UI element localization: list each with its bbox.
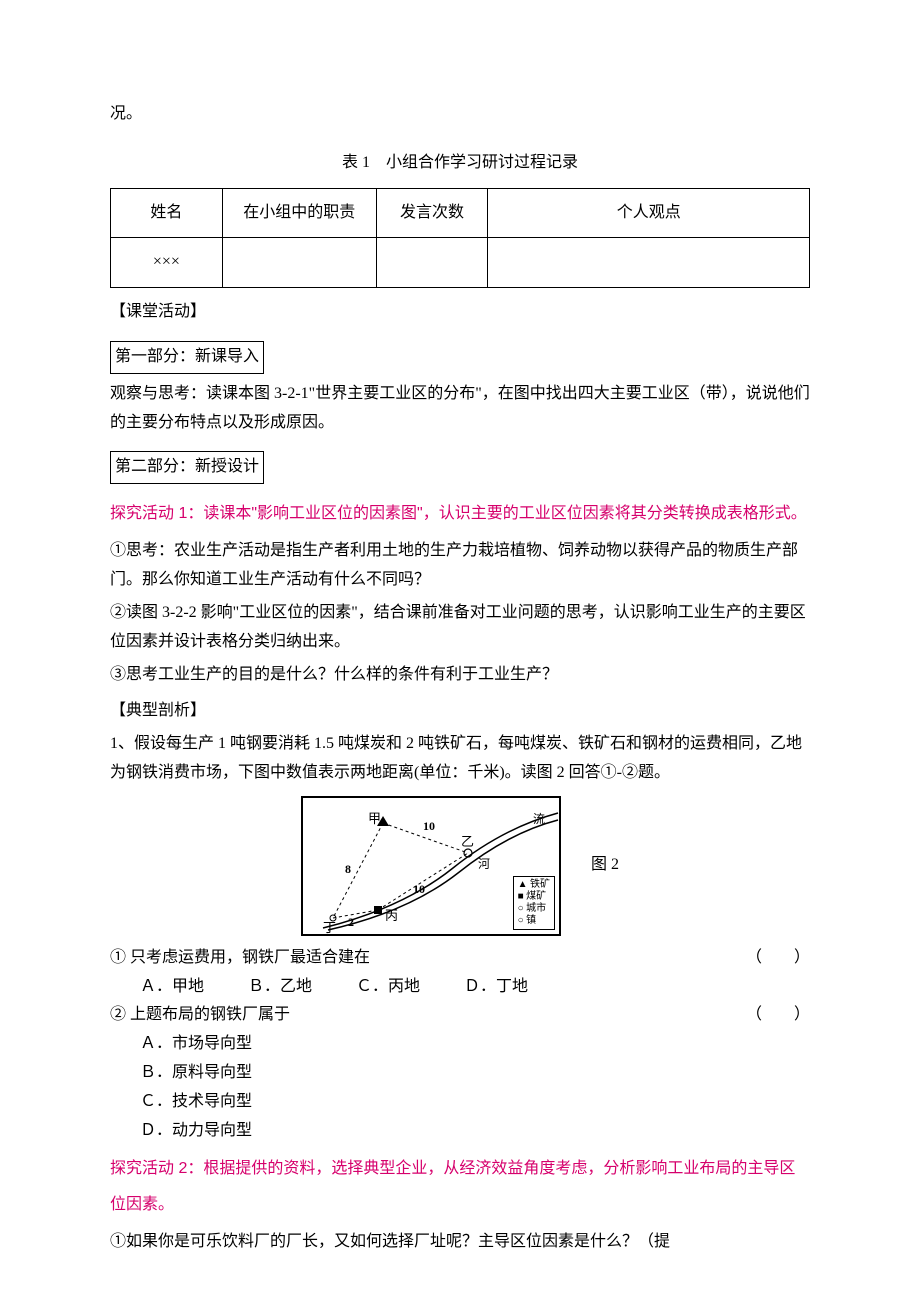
activity1-item1: ①思考：农业生产活动是指生产者利用土地的生产力栽培植物、饲养动物以获得产品的物质… — [110, 537, 810, 595]
table1-caption: 表 1 小组合作学习研讨过程记录 — [110, 149, 810, 178]
activity2-heading: 探究活动 2：根据提供的资料，选择典型企业，从经济效益角度考虑，分析影响工业布局… — [110, 1151, 810, 1221]
q1-sub1-paren: （ ） — [746, 944, 810, 973]
option-d: Ｄ．动力导向型 — [140, 1117, 462, 1146]
q1-sub1-line: ① 只考虑运费用，钢铁厂最适合建在 （ ） — [110, 944, 810, 973]
classroom-activity-heading: 【课堂活动】 — [110, 298, 810, 327]
group-record-table: 姓名 在小组中的职责 发言次数 个人观点 ××× — [110, 188, 810, 289]
q1-sub2-options-row1: Ａ．市场导向型 Ｂ．原料导向型 — [110, 1030, 810, 1088]
analysis-heading: 【典型剖析】 — [110, 697, 810, 726]
q1-sub2-paren: （ ） — [746, 1001, 810, 1030]
node-ding-label: 丁 — [323, 920, 336, 935]
q1-sub2-line: ② 上题布局的钢铁厂属于 （ ） — [110, 1001, 810, 1030]
edge-jia-ding: 8 — [345, 862, 351, 876]
table-header: 个人观点 — [488, 188, 810, 238]
table-cell — [376, 238, 488, 288]
q1-sub1-options: Ａ．甲地 Ｂ．乙地 Ｃ．丙地 Ｄ．丁地 — [110, 973, 810, 1002]
option-a: Ａ．市场导向型 — [140, 1030, 462, 1059]
option-a: Ａ．甲地 — [140, 973, 204, 1002]
legend-town: ○ 镇 — [518, 915, 550, 927]
legend-city: ○ 城市 — [518, 903, 550, 915]
part1-text: 观察与思考：读课本图 3-2-1"世界主要工业区的分布"，在图中找出四大主要工业… — [110, 380, 810, 438]
option-b: Ｂ．乙地 — [248, 973, 312, 1002]
river-bottom: 河 — [478, 857, 490, 871]
node-yi-label: 乙 — [461, 834, 474, 849]
figure-legend: ▲ 铁矿 ■ 煤矿 ○ 城市 ○ 镇 — [513, 876, 555, 930]
activity2-item1: ①如果你是可乐饮料厂的厂长，又如何选择厂址呢？主导区位因素是什么？（提 — [110, 1228, 810, 1257]
table-cell — [488, 238, 810, 288]
edge-ding-bing: 2 — [348, 915, 354, 929]
activity1-item2: ②读图 3-2-2 影响"工业区位的因素"，结合课前准备对工业问题的思考，认识影… — [110, 599, 810, 657]
figure-row: 甲 乙 丙 丁 10 8 2 10 流 河 ▲ 铁矿 ■ 煤矿 ○ 城市 ○ 镇 — [110, 796, 810, 936]
river-top: 流 — [533, 812, 545, 826]
table-header: 发言次数 — [376, 188, 488, 238]
q1-sub1-prompt: ① 只考虑运费用，钢铁厂最适合建在 — [110, 944, 370, 973]
activity1-item3: ③思考工业生产的目的是什么？什么样的条件有利于工业生产？ — [110, 661, 810, 690]
activity1-heading: 探究活动 1：读课本"影响工业区位的因素图"，认识主要的工业区位因素将其分类转换… — [110, 496, 810, 531]
table-cell: ××× — [111, 238, 223, 288]
legend-coal: ■ 煤矿 — [518, 891, 550, 903]
table-row: 姓名 在小组中的职责 发言次数 个人观点 — [111, 188, 810, 238]
part1-box: 第一部分：新课导入 — [110, 341, 264, 374]
legend-iron: ▲ 铁矿 — [518, 879, 550, 891]
continuation-fragment: 况。 — [110, 100, 810, 129]
edge-jia-yi: 10 — [423, 819, 435, 833]
option-c: Ｃ．丙地 — [356, 973, 420, 1002]
figure-2-label: 图 2 — [591, 851, 619, 880]
option-c: Ｃ．技术导向型 — [140, 1088, 462, 1117]
table-row: ××× — [111, 238, 810, 288]
q1-sub2-prompt: ② 上题布局的钢铁厂属于 — [110, 1001, 290, 1030]
option-d: Ｄ．丁地 — [464, 973, 528, 1002]
q1-sub2-options-row2: Ｃ．技术导向型 Ｄ．动力导向型 — [110, 1088, 810, 1146]
option-b: Ｂ．原料导向型 — [140, 1059, 462, 1088]
table-cell — [222, 238, 376, 288]
table-header: 在小组中的职责 — [222, 188, 376, 238]
table-header: 姓名 — [111, 188, 223, 238]
node-bing-label: 丙 — [385, 908, 398, 923]
part2-box: 第二部分：新授设计 — [110, 451, 264, 484]
edge-bing-yi: 10 — [413, 882, 425, 896]
q1-stem: 1、假设每生产 1 吨钢要消耗 1.5 吨煤炭和 2 吨铁矿石，每吨煤炭、铁矿石… — [110, 730, 810, 788]
figure-2-diagram: 甲 乙 丙 丁 10 8 2 10 流 河 ▲ 铁矿 ■ 煤矿 ○ 城市 ○ 镇 — [301, 796, 561, 936]
